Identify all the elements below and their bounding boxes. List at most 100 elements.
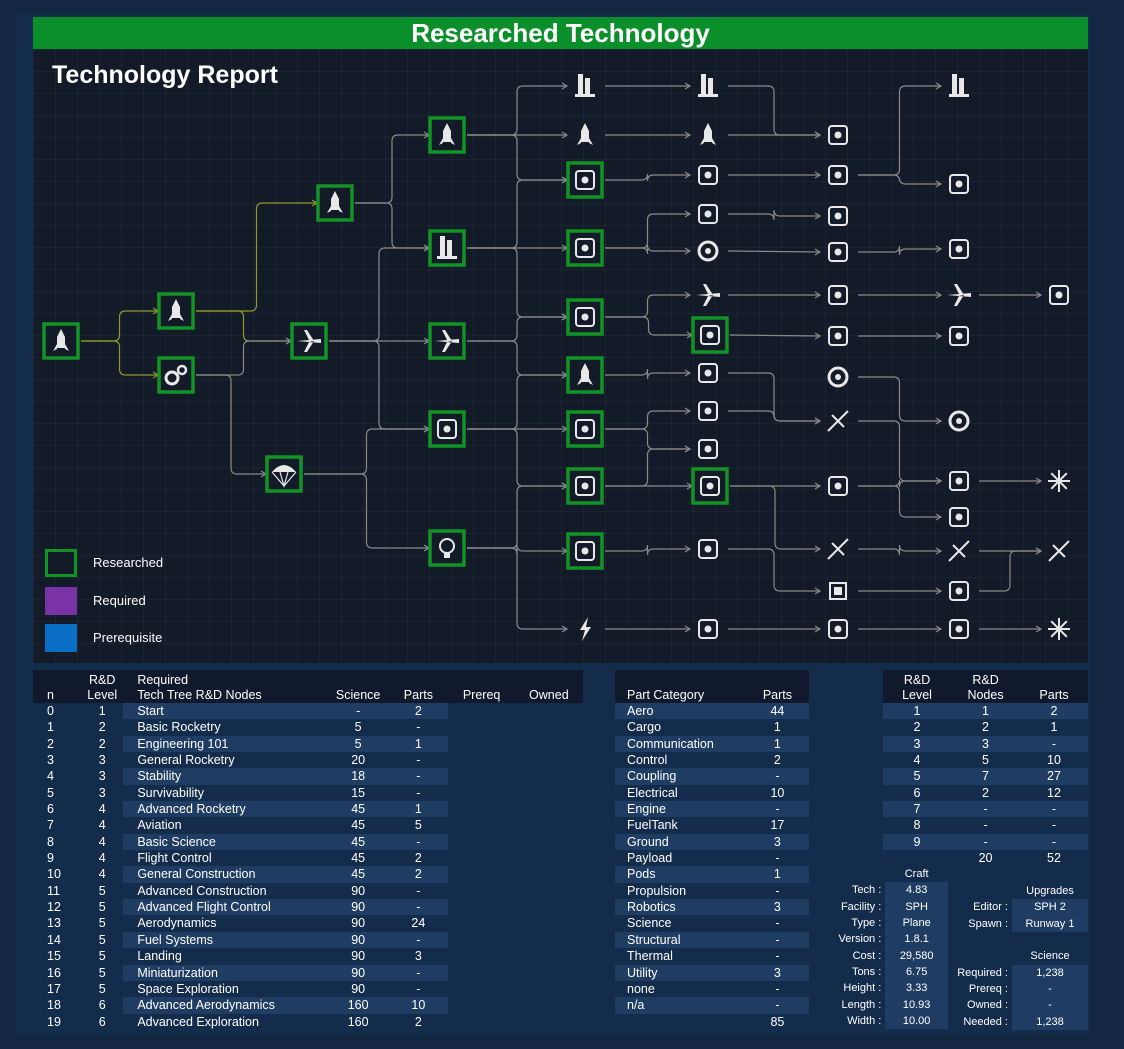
dish-icon[interactable] (828, 206, 848, 226)
burst-icon[interactable] (1048, 618, 1070, 640)
row-parts: 3 (414, 949, 422, 964)
intake-icon[interactable] (949, 326, 969, 346)
upgrades-header: Upgrades (1026, 885, 1074, 897)
wheel-icon[interactable] (948, 410, 970, 432)
table-row: Version :1.8.1 (830, 931, 948, 948)
tank-icon[interactable] (828, 165, 848, 185)
row-prereq (448, 883, 514, 899)
aviation-plane-icon[interactable] (428, 322, 466, 360)
rocket-icon[interactable] (157, 292, 195, 330)
advanced-rocketry-icon[interactable] (428, 116, 466, 154)
battery-icon[interactable] (698, 619, 718, 639)
recycle-icon[interactable] (949, 619, 969, 639)
parachute-icon[interactable] (265, 455, 303, 493)
advanced-construction-icon[interactable] (566, 229, 604, 267)
advanced-flight-control-icon[interactable] (566, 410, 604, 448)
row-category: Robotics (615, 899, 746, 916)
row-category: n/a (615, 997, 746, 1014)
wheel-icon[interactable] (827, 366, 849, 388)
col-parts: Parts (403, 688, 433, 702)
pump-icon[interactable] (698, 165, 718, 185)
tree-edge (355, 202, 429, 249)
craft-value: 3.33 (885, 980, 948, 997)
category-total-spacer (615, 1014, 746, 1030)
miniaturization-icon[interactable] (566, 532, 604, 570)
antenna-icon[interactable] (948, 540, 970, 562)
scope-icon[interactable] (828, 476, 848, 496)
robot-icon[interactable] (949, 581, 969, 601)
table-row: none - (615, 981, 809, 997)
plates-icon[interactable] (828, 242, 848, 262)
fuel-systems-nozzle-icon[interactable] (566, 161, 604, 199)
row-science: 90 (351, 949, 366, 964)
wheel-icon[interactable] (697, 240, 719, 262)
craft-value: 29,580 (885, 947, 948, 965)
bolt-icon[interactable] (580, 617, 591, 641)
intake-icon[interactable] (1049, 285, 1069, 305)
jet-icon[interactable] (947, 284, 971, 306)
chip-icon[interactable] (829, 582, 847, 600)
row-category: Structural (615, 931, 746, 949)
tree-edge-arrow (814, 131, 822, 139)
craft-label: Height : (843, 982, 882, 995)
table-row: Utility 3 (615, 964, 809, 981)
burst-icon[interactable] (1048, 470, 1070, 492)
tree-edge (196, 310, 291, 342)
table-row: Length :10.93 (830, 996, 948, 1014)
solar-icon[interactable] (828, 619, 848, 639)
col-level: R&D Level (87, 673, 118, 702)
tree-edge-arrow (814, 248, 822, 256)
landing-icon[interactable] (566, 356, 604, 394)
legend-prerequisite-label: Prerequisite (93, 630, 163, 645)
row-owned (515, 719, 583, 735)
node3-icon[interactable] (949, 507, 969, 527)
rad-icon[interactable] (828, 125, 848, 145)
tower-icon[interactable] (575, 74, 595, 97)
runway-icon[interactable] (828, 326, 848, 346)
table-row: 20 52 (883, 850, 1088, 866)
table-row: Engine - (615, 801, 809, 818)
grid-icon[interactable] (698, 204, 718, 224)
jet-icon[interactable] (696, 284, 720, 306)
pod-icon[interactable] (698, 439, 718, 459)
start-node-icon[interactable] (42, 322, 80, 360)
rocket-icon[interactable] (700, 123, 716, 145)
truck-icon[interactable] (949, 174, 969, 194)
flask-icon[interactable] (949, 471, 969, 491)
tube-icon[interactable] (698, 363, 718, 383)
tower-icon[interactable] (698, 74, 718, 97)
table-row (948, 932, 1088, 948)
basic-science-bulb-icon[interactable] (428, 529, 466, 567)
tower-icon[interactable] (949, 74, 969, 97)
advanced-exploration-icon[interactable] (691, 467, 729, 505)
flight-control-icon[interactable] (428, 410, 466, 448)
tree-plain-icons (575, 74, 1070, 641)
space-exploration-icon[interactable] (566, 467, 604, 505)
antenna-icon[interactable] (827, 538, 849, 560)
gears-icon[interactable] (157, 356, 195, 394)
row-rd-level: 4 (913, 753, 921, 768)
ring-icon[interactable] (949, 239, 969, 259)
col-prereq: Prereq (462, 688, 501, 702)
level-total-spacer (883, 850, 951, 866)
gauge-icon[interactable] (698, 401, 718, 421)
antenna-icon[interactable] (1048, 540, 1070, 562)
row-prereq (448, 768, 514, 784)
cloud-icon[interactable] (828, 285, 848, 305)
col-rd-nodes: R&D Nodes (967, 673, 1004, 702)
tree-edge (858, 420, 941, 482)
rocket-icon[interactable] (577, 123, 593, 145)
arm-icon[interactable] (698, 539, 718, 559)
advanced-aerodynamics-icon[interactable] (691, 316, 729, 354)
antenna-icon[interactable] (827, 410, 849, 432)
stability-fins-icon[interactable] (290, 322, 328, 360)
general-rocketry-icon[interactable] (316, 184, 354, 222)
table-row: 10 4 General Construction 45 2 (33, 866, 583, 883)
row-node-name: Advanced Rocketry (123, 801, 329, 818)
row-node-name: Miniaturization (123, 964, 329, 981)
row-owned (515, 817, 583, 833)
aerodynamics-icon[interactable] (566, 298, 604, 336)
craft-value: 10.00 (885, 1013, 948, 1030)
science-spacer-b (1012, 932, 1088, 948)
general-construction-icon[interactable] (428, 229, 466, 267)
